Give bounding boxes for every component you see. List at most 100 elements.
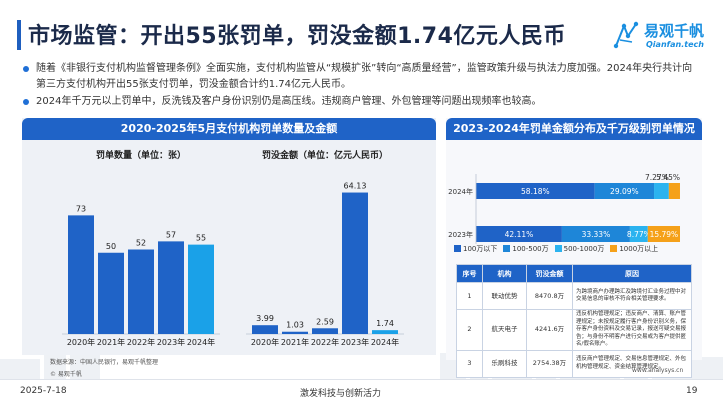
data-source-note: 数据来源：中国人民银行，易观千帆整理	[50, 359, 159, 366]
distribution-stacked-chart: 2024年 58.18% 29.09% 7.27%5.45% 2023年 42.11% 33…	[448, 173, 680, 244]
table-cell-index: 3	[456, 349, 483, 378]
bar	[372, 330, 398, 334]
footer-slogan: 激发科技与创新活力	[300, 389, 382, 399]
bar	[252, 325, 278, 334]
legend-swatch	[454, 245, 461, 252]
data-label: 55	[196, 234, 206, 243]
chart-title: 罚单数量（单位：张）	[96, 149, 186, 161]
brand-logo: 易观千帆 Qianfan.tech	[612, 16, 712, 56]
bar	[128, 249, 154, 334]
chart-title: 罚没金额（单位：亿元人民币）	[262, 149, 388, 161]
table-cell-amount: 2754.38万	[526, 349, 573, 378]
table-cell-institution: 联动优势	[482, 282, 527, 310]
legend-item: 100-500万	[503, 244, 549, 254]
table-cell-amount: 8470.8万	[526, 282, 573, 310]
data-label: 15.79%	[650, 230, 679, 239]
page-title: 市场监管：开出55张罚单，罚没金额1.74亿元人民币	[28, 24, 566, 49]
data-label: 3.99	[256, 314, 274, 323]
table-cell-institution: 航天电子	[482, 309, 527, 351]
data-label: 8.77%	[627, 230, 651, 239]
summary-bullet: 2024年千万元以上罚单中，反洗钱及客户身份识别仍是高压线。违规商户管理、外包管…	[22, 94, 702, 110]
data-label: 33.33%	[582, 230, 611, 239]
bullet-dot-icon	[23, 99, 29, 106]
tick-label: 2021年	[97, 337, 125, 347]
data-label: 29.09%	[610, 187, 639, 196]
summary-bullet: 随着《非银行支付机构监督管理条例》全面实施，支付机构监管从“规模扩张”转向“高质…	[22, 61, 702, 92]
copyright-note: © 易观千帆	[50, 371, 82, 378]
data-label: 42.11%	[505, 230, 534, 239]
data-label: 1.74	[376, 319, 394, 328]
logo-name-en: Qianfan.tech	[646, 40, 704, 49]
fines-bar-charts: 罚单数量（单位：张） 73 2020年 50 2021年 52 2022年 57 2023年 55…	[62, 149, 404, 347]
right-panel-title: 2023-2024年罚单金额分布及千万级别罚单情况	[446, 118, 702, 140]
bullet-text: 2024年千万元以上罚单中，反洗钱及客户身份识别仍是高压线。违规商户管理、外包管…	[36, 96, 542, 108]
logo-name-cn: 易观千帆	[644, 22, 705, 40]
legend-label: 1000万以上	[619, 245, 659, 253]
large-fines-table: 序号 机构 罚没金额 原因 1 联动优势 8470.8万 为跨境商户办理跨汇及跨…	[456, 264, 692, 378]
bar	[188, 244, 214, 334]
table-cell-reason: 违反商户管理规定、交易信息管理规定、外包机构管理规定、资金结算管理规定。	[572, 349, 692, 378]
table-cell-reason: 为跨境商户办理跨汇及跨境付汇业务过程中对交易信息的审核不符合相关管理要求。	[572, 282, 692, 310]
table-row: 1 联动优势 8470.8万 为跨境商户办理跨汇及跨境付汇业务过程中对交易信息的…	[456, 282, 692, 310]
tick-label: 2022年	[311, 337, 339, 347]
bar-segment	[668, 183, 680, 199]
data-label: 58.18%	[521, 187, 550, 196]
table-cell-amount: 4241.6万	[526, 309, 573, 351]
tick-label: 2022年	[127, 337, 155, 347]
bar-segment	[476, 226, 562, 242]
legend-item: 100万以下	[454, 244, 497, 254]
logo-mark-icon	[613, 21, 639, 49]
data-label: 5.45%	[656, 173, 680, 182]
tick-label: 2020年	[67, 337, 95, 347]
website-url[interactable]: www.analysys.cn	[632, 367, 684, 374]
table-row: 3 乐刷科技 2754.38万 违反商户管理规定、交易信息管理规定、外包机构管理…	[456, 349, 692, 378]
category-label: 2023年	[448, 230, 473, 239]
bar-segment	[647, 226, 680, 242]
legend-swatch	[610, 245, 618, 252]
table-header-cell: 机构	[482, 264, 527, 283]
legend-swatch	[554, 245, 562, 252]
bullet-dot-icon	[23, 66, 29, 72]
data-label: 64.13	[344, 182, 367, 191]
page-number: 19	[686, 386, 698, 396]
table-header-cell: 罚没金额	[526, 264, 573, 283]
left-panel-title: 2020-2025年5月支付机构罚单数量及金额	[22, 118, 436, 140]
bar	[282, 331, 308, 334]
bar-segment	[476, 183, 595, 199]
table-cell-reason: 违反机构管理规定；违反商户、清算、账户管理规定；未按规定履行客户身份识别义务，保…	[572, 309, 692, 351]
legend-label: 100-500万	[512, 245, 549, 253]
table-cell-institution: 乐刷科技	[482, 349, 527, 378]
data-label: 57	[166, 230, 176, 239]
table-row: 2 航天电子 4241.6万 违反机构管理规定；违反商户、清算、账户管理规定；未…	[456, 309, 692, 351]
bar	[342, 192, 368, 334]
legend-label: 500-1000万	[563, 245, 605, 253]
table-header-cell: 原因	[572, 264, 692, 283]
legend-swatch	[503, 245, 511, 252]
right-chart-panel: 2023-2024年罚单金额分布及千万级别罚单情况 2024年 58.18% 29.…	[446, 118, 704, 378]
data-label: 7.27%	[645, 173, 669, 182]
table-header-row: 序号 机构 罚没金额 原因	[456, 264, 692, 283]
data-label: 50	[106, 242, 116, 251]
title-accent-bar	[17, 20, 21, 50]
table-cell-index: 2	[456, 309, 483, 351]
bar	[312, 328, 338, 334]
bar-segment	[654, 183, 669, 199]
legend-item: 500-1000万	[554, 244, 605, 254]
bar	[158, 241, 184, 334]
legend-label: 100万以下	[463, 245, 498, 253]
bar-segment	[629, 226, 648, 242]
summary-bullets: 随着《非银行支付机构监督管理条例》全面实施，支付机构监管从“规模扩张”转向“高质…	[22, 61, 702, 112]
data-label: 2.59	[316, 317, 334, 326]
left-chart-panel: 2020-2025年5月支付机构罚单数量及金额 罚单数量（单位：张） 73 2020…	[22, 118, 436, 355]
table-cell-index: 1	[456, 282, 483, 310]
bar-segment	[594, 183, 655, 199]
bar	[98, 252, 124, 334]
tick-label: 2024年	[371, 337, 399, 347]
data-label: 73	[76, 204, 86, 213]
tick-label: 2021年	[281, 337, 309, 347]
footer-divider	[0, 379, 723, 380]
tick-label: 2024年	[187, 337, 215, 347]
footer-date: 2025-7-18	[20, 386, 67, 396]
chart-legend: 100万以下 100-500万 500-1000万 1000万以上	[454, 244, 704, 254]
